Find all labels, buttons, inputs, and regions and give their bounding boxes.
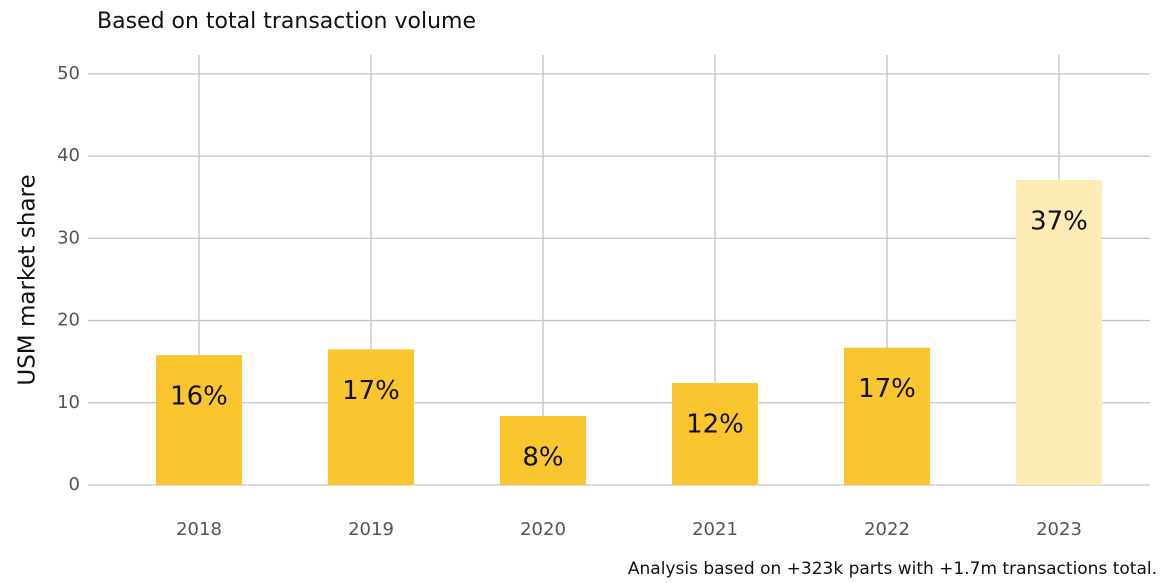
y-tick-label: 20	[57, 310, 80, 331]
data-label: 37%	[1030, 206, 1088, 236]
x-tick-label: 2023	[1036, 519, 1082, 540]
x-tick-label: 2020	[520, 519, 566, 540]
data-label: 8%	[522, 442, 563, 472]
chart-title: Based on total transaction volume	[97, 9, 476, 34]
data-label: 17%	[858, 374, 916, 404]
data-label: 16%	[170, 382, 228, 412]
data-label: 12%	[686, 410, 744, 440]
x-tick-label: 2018	[176, 519, 222, 540]
y-axis-label: USM market share	[15, 174, 41, 385]
x-tick-label: 2022	[864, 519, 910, 540]
bar	[844, 347, 930, 485]
x-tick-label: 2021	[692, 519, 738, 540]
bar	[1016, 179, 1102, 485]
bar	[156, 355, 242, 485]
y-tick-label: 30	[57, 227, 80, 248]
data-label: 17%	[342, 376, 400, 406]
x-tick-label: 2019	[348, 519, 394, 540]
y-tick-label: 40	[57, 145, 80, 166]
bar	[500, 415, 586, 485]
caption: Analysis based on +323k parts with +1.7m…	[628, 559, 1157, 579]
y-tick-label: 10	[57, 392, 80, 413]
bar	[672, 383, 758, 485]
y-tick-label: 0	[69, 474, 80, 495]
y-tick-label: 50	[57, 63, 80, 84]
bar	[328, 349, 414, 485]
